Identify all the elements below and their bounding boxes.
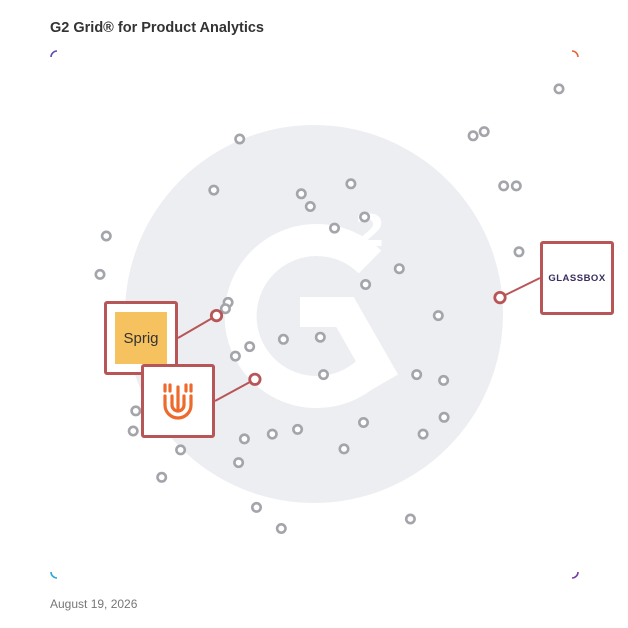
sprig-logo: Sprig: [115, 312, 167, 364]
product-point-23[interactable]: [244, 341, 256, 353]
svg-text:2: 2: [355, 206, 386, 257]
product-point-30[interactable]: [357, 416, 369, 428]
product-point-32[interactable]: [417, 428, 429, 440]
product-point-8[interactable]: [208, 184, 220, 196]
product-point-37[interactable]: [338, 443, 350, 455]
product-point-41[interactable]: [404, 513, 416, 525]
product-point-7[interactable]: [345, 178, 357, 190]
highlight-point-sprig[interactable]: [209, 308, 224, 323]
product-point-17[interactable]: [360, 278, 372, 290]
product-point-14[interactable]: [513, 246, 525, 258]
glassbox-logo-card[interactable]: GLASSBOX: [540, 241, 614, 315]
product-point-22[interactable]: [277, 333, 289, 345]
product-point-6[interactable]: [510, 180, 522, 192]
product-point-21[interactable]: [314, 331, 326, 343]
glassbox-logo-text: GLASSBOX: [548, 272, 606, 284]
product-point-9[interactable]: [295, 188, 307, 200]
sprig-logo-card[interactable]: Sprig: [104, 301, 178, 375]
connector-glassbox: [499, 277, 541, 299]
highlight-point-glassbox[interactable]: [493, 290, 507, 305]
product-point-20[interactable]: [432, 310, 444, 322]
product-point-35[interactable]: [238, 433, 250, 445]
product-point-4[interactable]: [234, 133, 246, 145]
product-point-11[interactable]: [359, 211, 371, 223]
product-point-24[interactable]: [229, 350, 241, 362]
product-point-29[interactable]: [438, 411, 450, 423]
product-point-40[interactable]: [251, 501, 263, 513]
connector-u-mark: [214, 378, 256, 402]
grid-date: August 19, 2026: [50, 597, 138, 611]
product-points: [94, 83, 565, 534]
product-point-28[interactable]: [130, 405, 142, 417]
chart-title: G2 Grid® for Product Analytics: [50, 20, 264, 36]
product-point-1[interactable]: [553, 83, 565, 95]
connector-sprig: [177, 314, 218, 339]
product-point-12[interactable]: [328, 222, 340, 234]
product-point-25[interactable]: [317, 369, 329, 381]
product-point-19[interactable]: [219, 303, 231, 315]
product-point-2[interactable]: [478, 126, 490, 138]
product-point-42[interactable]: [275, 522, 287, 534]
product-point-27[interactable]: [438, 374, 450, 386]
product-point-34[interactable]: [266, 428, 278, 440]
product-point-39[interactable]: [156, 471, 168, 483]
product-point-16[interactable]: [94, 268, 106, 280]
product-point-3[interactable]: [467, 130, 479, 142]
product-point-33[interactable]: [292, 423, 304, 435]
sprig-logo-text: Sprig: [123, 329, 159, 347]
product-point-26[interactable]: [411, 369, 423, 381]
product-point-13[interactable]: [100, 230, 112, 242]
product-point-31[interactable]: [127, 425, 139, 437]
product-point-5[interactable]: [498, 180, 510, 192]
product-point-38[interactable]: [233, 457, 245, 469]
orange-u-logo-icon: [163, 383, 193, 420]
highlight-connectors: [177, 277, 541, 402]
highlight-point-u-mark[interactable]: [248, 372, 262, 386]
product-point-15[interactable]: [393, 263, 405, 275]
u-mark-logo-card[interactable]: [141, 364, 215, 438]
product-point-36[interactable]: [175, 444, 187, 456]
product-point-10[interactable]: [304, 201, 316, 213]
